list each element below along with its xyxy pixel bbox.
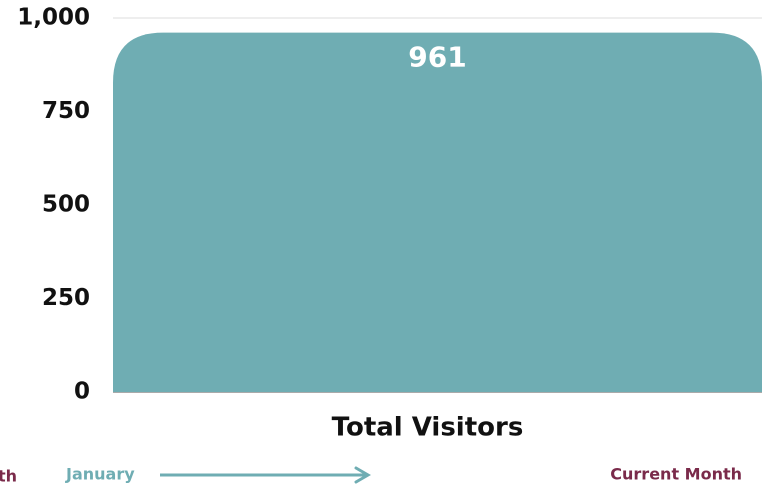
- value-label: 961: [408, 41, 466, 74]
- y-tick-label: 0: [74, 379, 90, 405]
- y-tick-label: 750: [42, 98, 90, 124]
- annotation: January: [65, 465, 135, 484]
- annotation: Current Month: [610, 465, 742, 484]
- x-tick-label: Total Visitors: [332, 413, 524, 443]
- arrow-head: [354, 466, 371, 484]
- bar: [113, 32, 762, 392]
- y-tick-label: 1,000: [17, 5, 90, 31]
- y-tick-label: 500: [42, 192, 90, 218]
- annotation: th: [0, 467, 17, 486]
- y-tick-label: 250: [42, 285, 90, 311]
